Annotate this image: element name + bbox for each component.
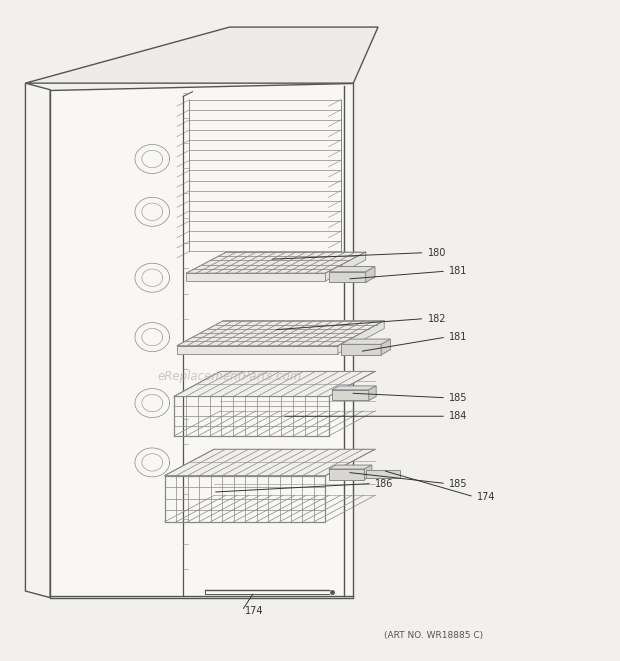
Text: 174: 174 (477, 492, 495, 502)
Text: 180: 180 (428, 248, 446, 258)
Polygon shape (332, 390, 369, 401)
Text: 185: 185 (449, 479, 467, 488)
Text: 184: 184 (449, 411, 467, 421)
Polygon shape (366, 471, 400, 479)
Polygon shape (366, 266, 375, 282)
Polygon shape (25, 27, 378, 83)
Polygon shape (50, 83, 353, 598)
Polygon shape (174, 371, 375, 397)
Text: 186: 186 (375, 479, 393, 488)
Polygon shape (177, 321, 384, 346)
Text: 181: 181 (449, 332, 467, 342)
Polygon shape (329, 465, 372, 469)
Polygon shape (165, 449, 375, 476)
Polygon shape (369, 386, 376, 401)
Polygon shape (365, 465, 372, 480)
Text: 182: 182 (428, 313, 446, 324)
Text: 181: 181 (449, 266, 467, 276)
Polygon shape (341, 344, 381, 355)
Text: 185: 185 (449, 393, 467, 403)
Polygon shape (329, 266, 375, 272)
Polygon shape (177, 346, 338, 354)
Polygon shape (341, 339, 391, 344)
Polygon shape (186, 252, 366, 273)
Text: (ART NO. WR18885 C): (ART NO. WR18885 C) (384, 631, 483, 640)
Text: 174: 174 (245, 606, 264, 616)
Polygon shape (186, 273, 326, 281)
Polygon shape (381, 339, 391, 355)
Polygon shape (329, 272, 366, 282)
Polygon shape (332, 386, 376, 390)
Polygon shape (25, 83, 50, 598)
Polygon shape (329, 469, 365, 480)
Polygon shape (326, 252, 366, 281)
Polygon shape (338, 321, 384, 354)
Text: eReplacementParts.com: eReplacementParts.com (157, 370, 302, 383)
